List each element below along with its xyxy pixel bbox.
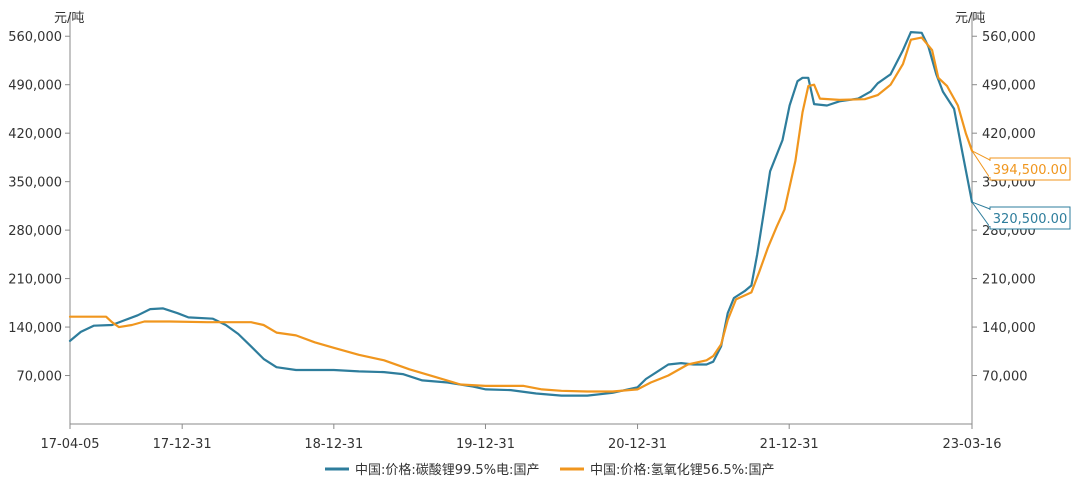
value-tag-pointer-1 <box>970 201 991 229</box>
x-tick-label: 21-12-31 <box>760 437 819 452</box>
y-tick-left-label: 280,000 <box>8 224 62 239</box>
x-tick-label: 18-12-31 <box>304 437 363 452</box>
y-tick-left-label: 140,000 <box>8 321 62 336</box>
y-unit-left: 元/吨 <box>54 11 84 26</box>
x-tick-label: 17-04-05 <box>40 437 99 452</box>
x-tick-label: 23-03-16 <box>942 437 1001 452</box>
y-tick-right-label: 210,000 <box>982 273 1036 288</box>
value-tag-joint-2 <box>989 161 992 177</box>
series-line-2 <box>68 36 974 393</box>
y-tick-left-label: 210,000 <box>8 273 62 288</box>
y-tick-left-label: 350,000 <box>8 176 62 191</box>
y-tick-left-label: 70,000 <box>17 370 63 385</box>
value-tag-pointer-2 <box>970 149 991 180</box>
value-tag-joint-1 <box>989 210 992 226</box>
y-tick-right-label: 70,000 <box>982 370 1028 385</box>
value-tags: 320,500.00 394,500.00 <box>970 149 1071 230</box>
series-layer <box>68 30 974 397</box>
axes-layer: 元/吨 元/吨 70,000 70,000 140,000 140,000 210,000 2… <box>8 11 1036 452</box>
y-tick-right-label: 140,000 <box>982 321 1036 336</box>
y-tick-left-label: 560,000 <box>8 30 62 45</box>
y-tick-left-label: 490,000 <box>8 79 62 94</box>
x-tick-label: 20-12-31 <box>608 437 667 452</box>
y-tick-left-label: 420,000 <box>8 127 62 142</box>
y-tick-right-label: 420,000 <box>982 127 1036 142</box>
value-tag-label-2: 394,500.00 <box>993 163 1067 178</box>
legend: 中国:价格:碳酸锂99.5%电:国产 中国:价格:氢氧化锂56.5%:国产 <box>325 462 774 478</box>
x-tick-label: 17-12-31 <box>153 437 212 452</box>
value-tag-label-1: 320,500.00 <box>993 212 1067 227</box>
legend-label-2: 中国:价格:氢氧化锂56.5%:国产 <box>590 462 774 478</box>
x-tick-label: 19-12-31 <box>456 437 515 452</box>
series-line-1 <box>68 30 974 397</box>
y-unit-right: 元/吨 <box>955 11 985 26</box>
y-tick-right-label: 560,000 <box>982 30 1036 45</box>
legend-label-1: 中国:价格:碳酸锂99.5%电:国产 <box>355 462 539 478</box>
y-tick-right-label: 490,000 <box>982 79 1036 94</box>
